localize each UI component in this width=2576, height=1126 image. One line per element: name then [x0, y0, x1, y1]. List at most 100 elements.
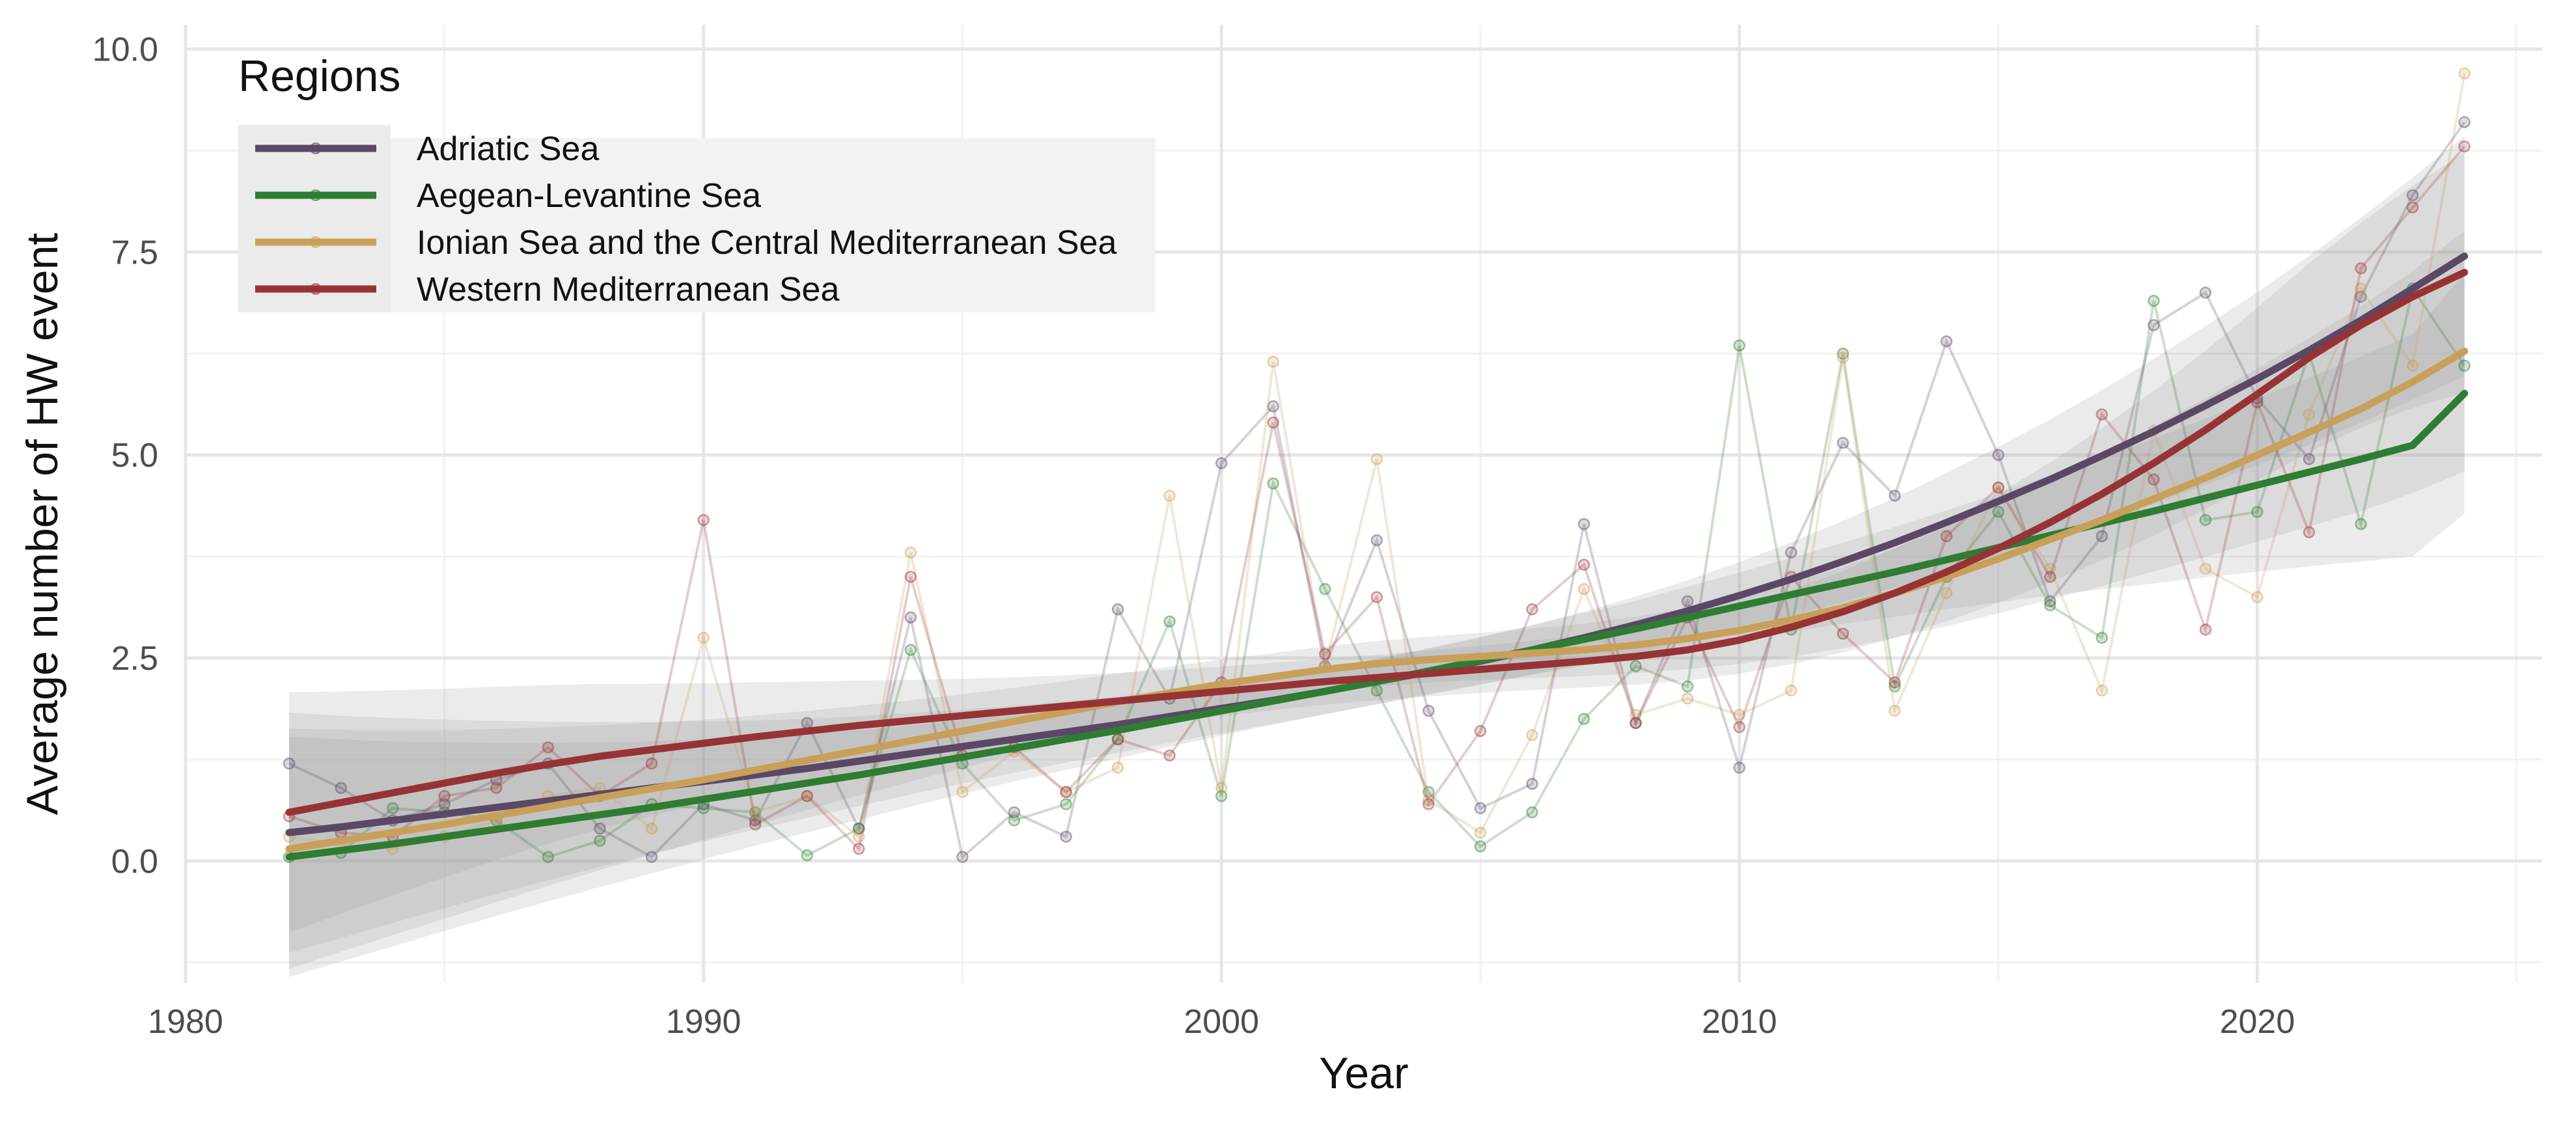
- data-point: [904, 644, 917, 656]
- legend-label-background: [391, 138, 1156, 312]
- data-point: [2458, 116, 2471, 128]
- data-point: [2303, 526, 2316, 538]
- observed-line: [288, 121, 2466, 860]
- data-point: [2043, 562, 2057, 575]
- data-point: [904, 571, 917, 583]
- data-point: [697, 631, 710, 644]
- data-point: [1267, 477, 1280, 490]
- data-point: [1267, 417, 1280, 429]
- data-point: [1060, 831, 1072, 843]
- y-tick-label: 7.5: [111, 234, 158, 271]
- axes: 1980 1990 2000 2010 2020 0.0 2.5 5.0 7.5 10.0: [92, 31, 2295, 1041]
- data-point: [749, 814, 762, 827]
- data-point: [1422, 794, 1435, 806]
- data-point: [1526, 603, 1538, 616]
- observed-line: [288, 145, 2466, 852]
- data-point: [904, 546, 917, 559]
- data-point: [1889, 676, 1901, 689]
- data-point: [1940, 335, 1953, 348]
- data-point: [853, 822, 865, 835]
- data-point: [542, 741, 555, 754]
- data-point: [1319, 648, 1331, 661]
- trend-line: [285, 268, 2469, 816]
- data-point: [1474, 802, 1487, 815]
- data-point: [1889, 680, 1901, 693]
- data-point: [801, 790, 813, 803]
- data-point: [1836, 627, 1849, 640]
- data-point: [490, 782, 503, 794]
- data-point: [1577, 713, 1590, 725]
- data-point: [2096, 408, 2108, 421]
- data-point: [2199, 624, 2212, 636]
- data-point: [1370, 534, 1383, 547]
- data-point: [1733, 709, 1746, 721]
- data-point: [335, 782, 347, 794]
- observed-line: [288, 73, 2466, 851]
- data-point: [1785, 546, 1797, 559]
- data-point: [697, 802, 710, 815]
- data-point: [1733, 339, 1746, 351]
- data-point: [2199, 286, 2212, 299]
- data-point: [283, 757, 296, 770]
- y-tick-label: 5.0: [111, 437, 158, 474]
- y-tick-label: 2.5: [111, 640, 158, 678]
- data-point: [594, 834, 606, 847]
- data-point: [749, 818, 762, 831]
- data-point: [904, 611, 917, 624]
- data-point: [1889, 489, 1901, 502]
- data-point: [645, 757, 658, 770]
- data-point: [1370, 684, 1383, 697]
- trend-lines: [285, 253, 2469, 861]
- data-point: [1474, 725, 1487, 737]
- data-point: [1060, 786, 1072, 799]
- data-point: [1215, 457, 1228, 469]
- data-point: [1474, 826, 1487, 839]
- data-point: [2355, 290, 2367, 303]
- data-point: [2199, 514, 2212, 527]
- data-point: [594, 822, 606, 835]
- x-tick-label: 1990: [666, 1003, 741, 1041]
- data-point: [1267, 400, 1280, 413]
- data-point: [1992, 506, 2004, 518]
- data-point: [1163, 749, 1176, 762]
- data-point: [1319, 583, 1331, 596]
- data-point: [2406, 189, 2419, 202]
- data-point: [956, 851, 969, 863]
- data-point: [1629, 709, 1642, 721]
- data-point: [801, 717, 813, 730]
- data-point: [1370, 453, 1383, 465]
- data-point: [2251, 591, 2264, 603]
- confidence-band: [289, 135, 2465, 953]
- data-point: [542, 851, 555, 863]
- legend-label: Adriatic Sea: [417, 130, 599, 168]
- data-point: [853, 822, 865, 835]
- data-point: [1940, 586, 1953, 599]
- data-point: [2096, 684, 2108, 697]
- data-point: [386, 802, 399, 815]
- y-axis-title: Average number of HW event: [18, 233, 67, 816]
- data-point: [2458, 359, 2471, 372]
- data-point: [1526, 729, 1538, 741]
- legend-key-point: [310, 189, 322, 201]
- data-point: [1629, 717, 1642, 730]
- data-point: [1422, 786, 1435, 799]
- data-point: [2096, 530, 2108, 543]
- data-point: [2406, 201, 2419, 213]
- data-point: [438, 790, 451, 803]
- data-point: [2199, 562, 2212, 575]
- x-axis-title: Year: [1319, 1049, 1408, 1098]
- data-point: [801, 790, 813, 803]
- data-point: [2043, 595, 2057, 607]
- data-point: [1577, 583, 1590, 596]
- data-point: [1836, 351, 1849, 364]
- data-point: [1474, 840, 1487, 853]
- data-point: [1526, 806, 1538, 819]
- data-point: [1111, 762, 1124, 774]
- data-point: [1111, 733, 1124, 746]
- data-point: [956, 786, 969, 799]
- confidence-band: [289, 273, 2465, 978]
- data-point: [749, 806, 762, 819]
- data-point: [2096, 631, 2108, 644]
- data-point: [2043, 571, 2057, 583]
